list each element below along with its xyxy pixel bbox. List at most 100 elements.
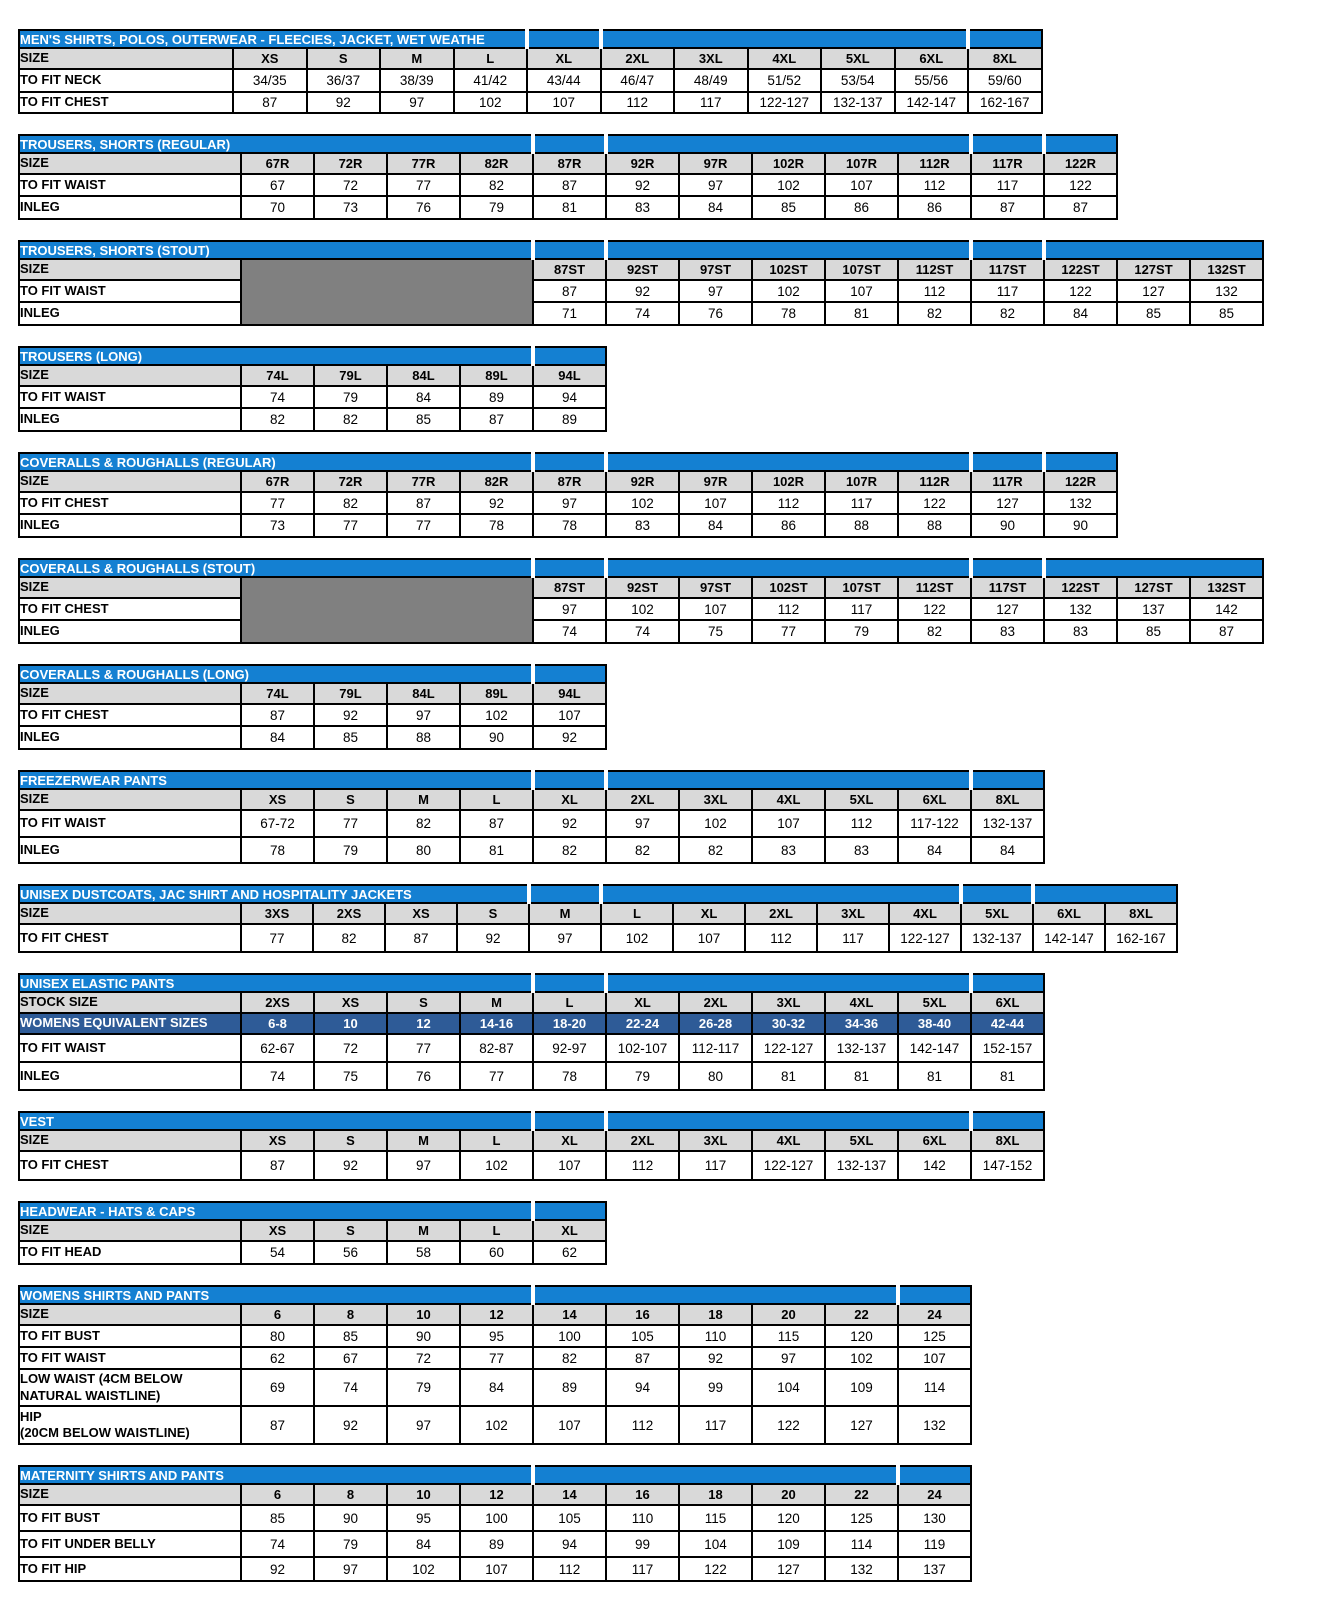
header-filler bbox=[604, 1111, 971, 1131]
size-header-cell: 82R bbox=[459, 152, 534, 175]
data-cell: 89 bbox=[532, 1368, 607, 1407]
size-header-cell: 122ST bbox=[1043, 576, 1118, 599]
data-cell: 127 bbox=[751, 1556, 826, 1582]
data-cell: 120 bbox=[824, 1324, 899, 1348]
size-header-cell: 87ST bbox=[532, 576, 607, 599]
header-filler bbox=[599, 884, 961, 904]
size-header-cell: 89L bbox=[459, 682, 534, 705]
size-header-cell: 5XL bbox=[820, 47, 896, 70]
data-cell: 77 bbox=[240, 923, 314, 953]
row-label: SIZE bbox=[18, 1483, 242, 1506]
data-cell: 95 bbox=[459, 1324, 534, 1348]
data-cell: 83 bbox=[751, 836, 826, 864]
data-cell: 122-127 bbox=[746, 91, 822, 114]
data-cell: 112 bbox=[605, 1150, 680, 1181]
size-header-cell: 3XL bbox=[816, 902, 890, 925]
data-cell: 14-16 bbox=[459, 1012, 534, 1035]
data-cell: 83 bbox=[970, 619, 1045, 644]
header-filler bbox=[969, 134, 1044, 154]
size-header-cell: 10 bbox=[386, 1483, 461, 1506]
size-header-cell: 8XL bbox=[970, 788, 1045, 811]
data-cell: 132-137 bbox=[820, 91, 896, 114]
size-header-cell: 97R bbox=[678, 152, 753, 175]
data-cell: 94 bbox=[605, 1368, 680, 1407]
data-cell: 85 bbox=[751, 195, 826, 220]
row-label: INLEG bbox=[18, 513, 242, 538]
size-header-cell: 16 bbox=[605, 1303, 680, 1326]
data-cell: 90 bbox=[970, 513, 1045, 538]
data-cell: 97 bbox=[379, 91, 455, 114]
size-header-cell: 4XL bbox=[888, 902, 962, 925]
row-label: TO FIT CHEST bbox=[18, 923, 242, 953]
data-cell: 18-20 bbox=[532, 1012, 607, 1035]
size-header-cell: S bbox=[305, 47, 381, 70]
data-cell: 81 bbox=[751, 1061, 826, 1091]
row-label: TO FIT WAIST bbox=[18, 1346, 242, 1370]
row-label: TO FIT NECK bbox=[18, 68, 234, 93]
data-cell: 81 bbox=[897, 1061, 972, 1091]
size-header-cell: M bbox=[379, 47, 455, 70]
data-cell: 60 bbox=[459, 1240, 534, 1265]
data-cell: 74 bbox=[240, 1061, 315, 1091]
data-cell: 83 bbox=[605, 195, 680, 220]
data-cell: 84 bbox=[678, 195, 753, 220]
row-label: TO FIT HEAD bbox=[18, 1240, 242, 1265]
data-cell: 77 bbox=[386, 173, 461, 197]
row-label: SIZE bbox=[18, 788, 242, 811]
data-cell: 102 bbox=[678, 809, 753, 838]
header-filler bbox=[531, 1465, 898, 1485]
data-cell: 80 bbox=[240, 1324, 315, 1348]
header-filler bbox=[531, 134, 606, 154]
header-filler bbox=[531, 664, 606, 684]
data-cell: 79 bbox=[386, 1368, 461, 1407]
header-filler bbox=[525, 29, 601, 49]
data-cell: 132-137 bbox=[824, 1033, 899, 1063]
data-cell: 95 bbox=[386, 1504, 461, 1532]
data-cell: 84 bbox=[386, 385, 461, 409]
row-label: SIZE bbox=[18, 902, 242, 925]
table-title: TROUSERS, SHORTS (STOUT) bbox=[18, 240, 533, 260]
data-cell: 102 bbox=[459, 703, 534, 727]
data-cell: 79 bbox=[605, 1061, 680, 1091]
data-cell: 56 bbox=[313, 1240, 388, 1265]
data-cell: 72 bbox=[313, 173, 388, 197]
size-header-cell: 102R bbox=[751, 152, 826, 175]
size-header-cell: 24 bbox=[897, 1303, 972, 1326]
data-cell: 82 bbox=[386, 809, 461, 838]
data-cell: 102 bbox=[605, 597, 680, 621]
header-filler bbox=[604, 240, 971, 260]
row-label: INLEG bbox=[18, 195, 242, 220]
size-header-cell: 107ST bbox=[824, 258, 899, 281]
size-header-cell: 107R bbox=[824, 152, 899, 175]
size-header-cell: 82R bbox=[459, 470, 534, 493]
gray-block bbox=[240, 258, 534, 326]
data-cell: 38-40 bbox=[897, 1012, 972, 1035]
data-cell: 112 bbox=[824, 809, 899, 838]
data-cell: 81 bbox=[459, 836, 534, 864]
data-cell: 85 bbox=[386, 407, 461, 432]
header-filler bbox=[598, 29, 968, 49]
row-label: SIZE bbox=[18, 258, 242, 281]
data-cell: 94 bbox=[532, 1530, 607, 1558]
data-cell: 75 bbox=[313, 1061, 388, 1091]
data-cell: 117 bbox=[824, 597, 899, 621]
data-cell: 117 bbox=[678, 1150, 753, 1181]
size-header-cell: 67R bbox=[240, 470, 315, 493]
data-cell: 30-32 bbox=[751, 1012, 826, 1035]
data-cell: 84 bbox=[459, 1368, 534, 1407]
data-cell: 81 bbox=[824, 1061, 899, 1091]
data-cell: 112 bbox=[605, 1405, 680, 1445]
row-label: SIZE bbox=[18, 470, 242, 493]
data-cell: 107 bbox=[897, 1346, 972, 1370]
size-header-cell: XS bbox=[240, 1129, 315, 1152]
tables-container: MEN'S SHIRTS, POLOS, OUTERWEAR - FLEECIE… bbox=[18, 29, 1320, 1582]
data-cell: 79 bbox=[313, 836, 388, 864]
data-cell: 84 bbox=[1043, 301, 1118, 326]
size-header-cell: 6XL bbox=[1032, 902, 1106, 925]
size-header-cell: 6XL bbox=[897, 1129, 972, 1152]
data-cell: 87 bbox=[1189, 619, 1264, 644]
size-header-cell: 94L bbox=[532, 682, 607, 705]
data-cell: 77 bbox=[751, 619, 826, 644]
data-cell: 59/60 bbox=[967, 68, 1043, 93]
